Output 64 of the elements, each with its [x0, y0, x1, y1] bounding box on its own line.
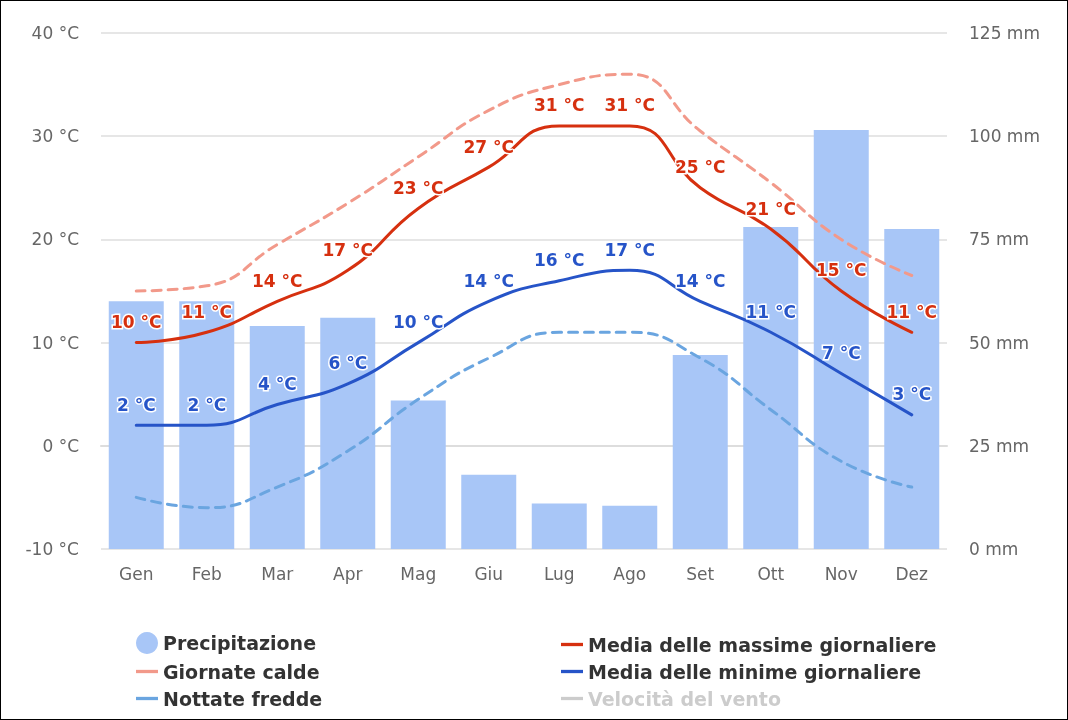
- x-tick-label: Ott: [757, 563, 785, 584]
- bar: [108, 301, 164, 549]
- bar: [884, 229, 940, 549]
- data-label: 14 °C: [463, 270, 515, 291]
- bar: [531, 503, 587, 549]
- x-tick-label: Apr: [333, 563, 363, 584]
- y2-tick-label: 125 mm: [969, 23, 1040, 43]
- x-tick-label: Set: [686, 563, 715, 584]
- y-tick-label: 0 °C: [42, 435, 79, 456]
- data-label: 17 °C: [322, 239, 374, 260]
- y2-tick-label: 75 mm: [969, 229, 1030, 250]
- x-tick-label: Ago: [613, 563, 647, 584]
- data-label: 21 °C: [745, 198, 797, 219]
- line-series: [134, 72, 914, 293]
- x-tick-label: Feb: [191, 563, 222, 584]
- data-label: 10 °C: [110, 312, 162, 333]
- bar: [249, 326, 305, 549]
- legend-label: Media delle massime giornaliere: [588, 633, 937, 656]
- x-tick-label: Mar: [261, 563, 294, 584]
- line-series: [134, 124, 914, 345]
- bar: [461, 474, 517, 549]
- bar: [320, 317, 376, 549]
- data-label: 6 °C: [328, 353, 368, 374]
- data-label: 31 °C: [533, 95, 585, 116]
- x-tick-label: Nov: [824, 563, 858, 584]
- data-label: 17 °C: [604, 239, 656, 260]
- data-label: 23 °C: [392, 177, 444, 198]
- y2-tick-label: 0 mm: [969, 539, 1019, 559]
- data-label: 2 °C: [116, 394, 156, 415]
- y2-tick-label: 25 mm: [969, 435, 1030, 456]
- data-label: 14 °C: [674, 270, 726, 291]
- data-label: 11 °C: [181, 301, 233, 322]
- data-label: 11 °C: [745, 301, 797, 322]
- y-tick-label: 40 °C: [31, 23, 79, 43]
- data-label: 4 °C: [257, 374, 297, 395]
- y2-tick-label: 100 mm: [969, 126, 1040, 147]
- x-tick-label: Lug: [543, 563, 575, 584]
- legend-label: Precipitazione: [163, 632, 317, 654]
- y2-tick-label: 50 mm: [969, 332, 1030, 353]
- data-label: 10 °C: [392, 312, 444, 333]
- data-label: 7 °C: [821, 343, 861, 364]
- bar: [743, 227, 799, 549]
- x-tick-label: Dez: [895, 563, 929, 584]
- bar: [672, 354, 728, 549]
- bar: [602, 505, 658, 549]
- legend-label: Nottate fredde: [163, 687, 323, 710]
- data-label: 11 °C: [886, 301, 938, 322]
- y-tick-label: 30 °C: [31, 126, 79, 147]
- bar: [390, 400, 446, 549]
- x-tick-label: Giu: [474, 563, 504, 584]
- y-tick-label: 20 °C: [31, 229, 79, 250]
- x-tick-label: Mag: [400, 563, 437, 584]
- data-label: 31 °C: [604, 95, 656, 116]
- y-tick-label: -10 °C: [25, 539, 79, 559]
- data-label: 14 °C: [251, 270, 303, 291]
- data-label: 16 °C: [533, 250, 585, 271]
- data-label: 2 °C: [187, 394, 227, 415]
- legend-label: Media delle minime giornaliere: [588, 660, 922, 683]
- x-tick-label: Gen: [119, 563, 154, 584]
- data-label: 15 °C: [815, 260, 867, 281]
- data-label: 3 °C: [892, 384, 932, 405]
- bar: [813, 130, 869, 549]
- legend-label: Giornate calde: [163, 660, 320, 683]
- y-tick-label: 10 °C: [31, 332, 79, 353]
